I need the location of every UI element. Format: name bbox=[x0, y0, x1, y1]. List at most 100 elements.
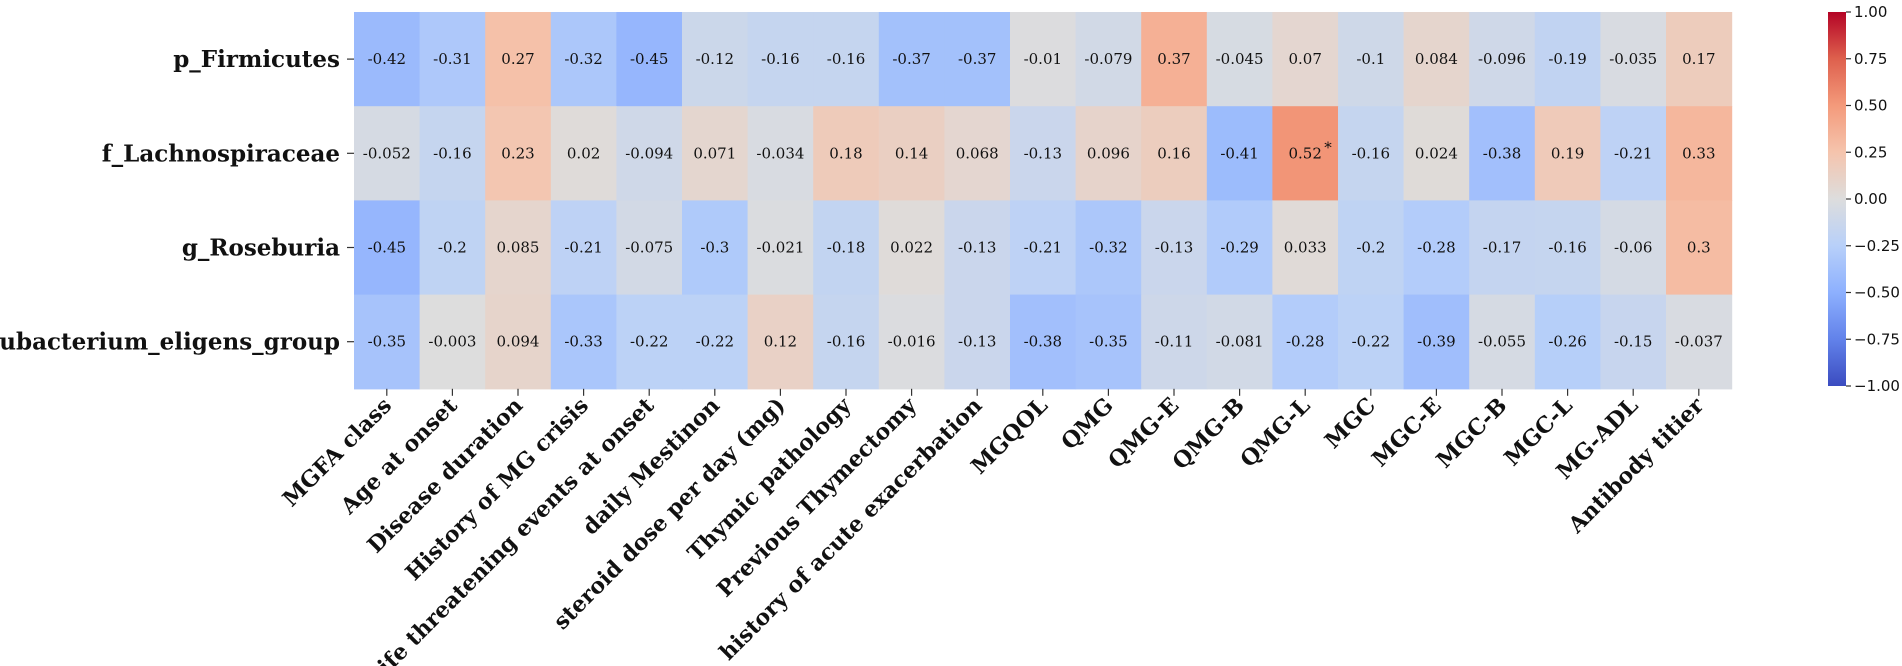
heatmap-cell bbox=[747, 200, 814, 296]
cell-value-label: -0.096 bbox=[1478, 50, 1526, 68]
column-label: QMG bbox=[1056, 393, 1118, 455]
heatmap-cell bbox=[1534, 200, 1601, 296]
heatmap-cell bbox=[682, 200, 749, 296]
cell-value-label: -0.13 bbox=[1155, 239, 1193, 257]
row-label: f_Lachnospiraceae bbox=[102, 140, 340, 167]
heatmap-cell bbox=[1600, 12, 1667, 107]
cell-value-label: -0.13 bbox=[1024, 144, 1062, 162]
heatmap-cell bbox=[1206, 106, 1273, 201]
heatmap-cell bbox=[354, 200, 421, 296]
cell-value-label: -0.06 bbox=[1614, 239, 1652, 257]
heatmap-cell bbox=[616, 106, 683, 201]
cell-value-label: -0.17 bbox=[1483, 239, 1521, 257]
cell-value-label: -0.39 bbox=[1417, 333, 1455, 351]
cell-value-label: -0.22 bbox=[696, 333, 734, 351]
row-label: g_Roseburia bbox=[182, 235, 340, 262]
heatmap-cell bbox=[813, 294, 880, 390]
cell-value-label: -0.35 bbox=[1089, 333, 1127, 351]
heatmap-cell bbox=[419, 12, 486, 107]
cell-value-label: -0.016 bbox=[888, 333, 936, 351]
heatmap-cell bbox=[1075, 106, 1142, 201]
cell-value-label: 0.33 bbox=[1682, 144, 1715, 162]
cell-value-label: -0.26 bbox=[1548, 333, 1586, 351]
heatmap-cell bbox=[1010, 12, 1077, 107]
heatmap-cell bbox=[550, 294, 617, 390]
heatmap-cell bbox=[878, 200, 945, 296]
heatmap-cell bbox=[1600, 294, 1667, 390]
cell-value-label: -0.13 bbox=[958, 333, 996, 351]
cell-value-label: -0.21 bbox=[564, 239, 602, 257]
heatmap-cell bbox=[616, 294, 683, 390]
cell-value-label: -0.1 bbox=[1356, 50, 1385, 68]
heatmap-cell bbox=[1666, 12, 1733, 107]
colorbar-tick-label: −0.75 bbox=[1854, 330, 1900, 348]
heatmap-cell bbox=[616, 12, 683, 107]
cell-value-label: 0.096 bbox=[1087, 144, 1130, 162]
heatmap-cell bbox=[1534, 106, 1601, 201]
heatmap-cell bbox=[1206, 12, 1273, 107]
cell-value-label: -0.22 bbox=[1352, 333, 1390, 351]
heatmap-cell bbox=[1075, 200, 1142, 296]
column-label: QMG-B bbox=[1167, 393, 1249, 475]
heatmap-cell bbox=[682, 12, 749, 107]
cell-value-label: 0.19 bbox=[1551, 144, 1584, 162]
cell-value-label: 0.12 bbox=[764, 333, 797, 351]
cell-value-label: -0.38 bbox=[1024, 333, 1062, 351]
cell-value-label: -0.45 bbox=[630, 50, 668, 68]
colorbar-tick-label: 0.50 bbox=[1854, 97, 1887, 115]
colorbar-tick-label: 0.00 bbox=[1854, 190, 1887, 208]
heatmap-cell bbox=[550, 106, 617, 201]
cell-value-label: -0.2 bbox=[1356, 239, 1385, 257]
cell-value-label: -0.19 bbox=[1548, 50, 1586, 68]
heatmap-cell bbox=[354, 12, 421, 107]
heatmap-cell bbox=[1141, 12, 1208, 107]
heatmap-cell bbox=[944, 12, 1011, 107]
heatmap-cell bbox=[813, 12, 880, 107]
column-label: MGC bbox=[1320, 393, 1381, 454]
heatmap-cell bbox=[1666, 106, 1733, 201]
heatmap-cell bbox=[1469, 200, 1536, 296]
cell-value-label: -0.16 bbox=[433, 144, 471, 162]
heatmap-cell bbox=[1206, 200, 1273, 296]
cell-value-label: -0.35 bbox=[368, 333, 406, 351]
cell-value-label: -0.37 bbox=[958, 50, 996, 68]
heatmap-cell bbox=[1403, 294, 1470, 390]
cell-value-label: -0.035 bbox=[1609, 50, 1657, 68]
cell-value-label: -0.094 bbox=[625, 144, 673, 162]
column-label: MGC-E bbox=[1367, 393, 1447, 473]
heatmap-cell bbox=[354, 106, 421, 201]
heatmap-cell bbox=[1403, 106, 1470, 201]
cell-value-label: -0.037 bbox=[1675, 333, 1723, 351]
cell-value-label: 0.071 bbox=[693, 144, 736, 162]
cell-value-label: -0.29 bbox=[1220, 239, 1258, 257]
heatmap-cell bbox=[747, 106, 814, 201]
colorbar-gradient bbox=[1828, 12, 1846, 386]
cell-value-label: 0.094 bbox=[497, 333, 540, 351]
cell-value-label: -0.079 bbox=[1084, 50, 1132, 68]
cell-value-label: 0.18 bbox=[829, 144, 862, 162]
column-label: QMG-L bbox=[1235, 393, 1315, 473]
cell-value-label: 0.033 bbox=[1284, 239, 1327, 257]
heatmap-cell bbox=[485, 106, 552, 201]
cell-value-label: -0.18 bbox=[827, 239, 865, 257]
cell-value-label: -0.021 bbox=[756, 239, 804, 257]
cell-value-label: -0.003 bbox=[428, 333, 476, 351]
heatmap-cell bbox=[878, 106, 945, 201]
heatmap-cell bbox=[747, 294, 814, 390]
heatmap-cell bbox=[1403, 12, 1470, 107]
cell-value-label: 0.16 bbox=[1157, 144, 1190, 162]
cell-value-label: 0.23 bbox=[501, 144, 534, 162]
colorbar-tick-label: −1.00 bbox=[1854, 377, 1900, 395]
cell-value-label: -0.22 bbox=[630, 333, 668, 351]
cell-value-label: -0.15 bbox=[1614, 333, 1652, 351]
heatmap-cell bbox=[1600, 106, 1667, 201]
cell-value-label: 0.14 bbox=[895, 144, 928, 162]
cell-value-label: -0.28 bbox=[1286, 333, 1324, 351]
cell-value-label: -0.21 bbox=[1614, 144, 1652, 162]
heatmap-cell bbox=[1469, 106, 1536, 201]
cell-value-label: 0.024 bbox=[1415, 144, 1458, 162]
cell-value-label: -0.3 bbox=[700, 239, 729, 257]
cell-value-label: 0.52 bbox=[1288, 144, 1321, 162]
